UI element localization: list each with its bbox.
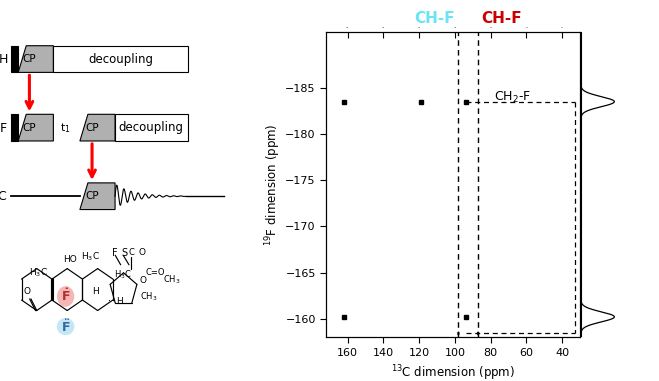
Text: CP: CP: [85, 191, 99, 201]
Text: H$_3$C: H$_3$C: [29, 267, 48, 279]
Y-axis label: $^{19}$F dimension (ppm): $^{19}$F dimension (ppm): [263, 123, 283, 246]
Text: CH$_2$-F: CH$_2$-F: [494, 90, 531, 105]
Text: $^{13}$C: $^{13}$C: [0, 188, 8, 205]
Bar: [11, 46, 18, 72]
Text: H: H: [92, 287, 98, 296]
Bar: [11, 114, 18, 141]
Text: H$_3$C: H$_3$C: [113, 268, 131, 280]
Text: O: O: [138, 248, 146, 257]
Polygon shape: [80, 183, 115, 210]
Text: $\mathregular{\ddot{F}}$: $\mathregular{\ddot{F}}$: [61, 319, 71, 335]
Ellipse shape: [57, 318, 74, 335]
Text: O: O: [139, 275, 146, 285]
Text: CP: CP: [85, 123, 99, 133]
Text: t$_1$: t$_1$: [60, 121, 71, 134]
Text: CP: CP: [22, 54, 36, 64]
Text: $\cdot\cdot$H: $\cdot\cdot$H: [107, 296, 124, 306]
Text: C=O: C=O: [146, 268, 165, 277]
Text: CH$_3$: CH$_3$: [140, 291, 157, 303]
Text: decoupling: decoupling: [119, 121, 184, 134]
Polygon shape: [18, 46, 53, 72]
Text: H$_3$C: H$_3$C: [81, 251, 100, 263]
Polygon shape: [80, 114, 115, 141]
X-axis label: $^{13}$C dimension (ppm): $^{13}$C dimension (ppm): [391, 363, 515, 381]
Text: F: F: [113, 248, 118, 258]
Text: S: S: [122, 248, 128, 258]
Text: CH-F: CH-F: [481, 11, 522, 26]
Text: C: C: [129, 248, 134, 257]
Text: decoupling: decoupling: [88, 53, 153, 66]
Text: CH-F: CH-F: [415, 11, 455, 26]
Polygon shape: [18, 114, 53, 141]
Bar: [53, 46, 188, 72]
Bar: [115, 114, 188, 141]
Text: O: O: [24, 287, 31, 296]
Text: HO: HO: [63, 255, 77, 264]
Text: $\mathregular{\dot{F}}$: $\mathregular{\dot{F}}$: [61, 288, 71, 304]
Text: $^{19}$F: $^{19}$F: [0, 119, 8, 136]
Circle shape: [57, 286, 74, 307]
Text: CP: CP: [22, 123, 36, 133]
Text: CH$_3$: CH$_3$: [163, 274, 181, 286]
Text: $^1$H: $^1$H: [0, 51, 8, 67]
